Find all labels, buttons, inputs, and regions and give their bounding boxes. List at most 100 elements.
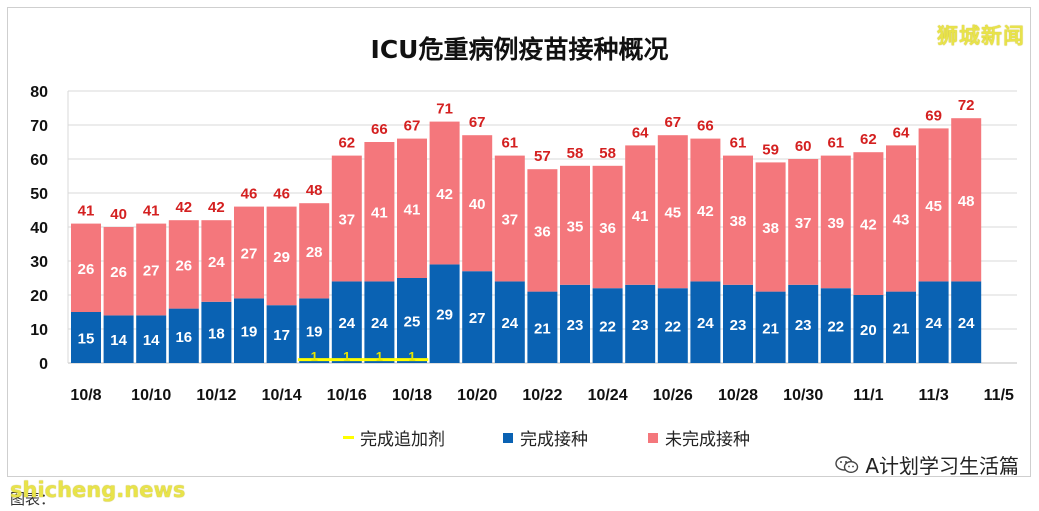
bar-unvaccinated (951, 118, 982, 282)
data-label-unvaccinated: 36 (534, 223, 551, 240)
data-label-vaccinated: 24 (371, 315, 388, 332)
bar-unvaccinated (397, 138, 427, 278)
bar-unvaccinated (592, 165, 623, 289)
bar-unvaccinated (625, 145, 656, 285)
data-label-vaccinated: 29 (436, 307, 453, 324)
x-tick-label: 10/8 (70, 387, 101, 404)
data-label-total: 48 (306, 182, 323, 199)
bar-vaccinated (71, 312, 101, 363)
data-label-unvaccinated: 28 (306, 244, 323, 261)
data-label-vaccinated: 21 (762, 320, 779, 337)
data-label-vaccinated: 27 (469, 310, 486, 327)
bar-unvaccinated (918, 128, 949, 282)
bar-vaccinated (886, 291, 916, 363)
x-tick-label: 10/22 (522, 387, 562, 404)
data-label-vaccinated: 21 (893, 320, 910, 337)
data-label-unvaccinated: 37 (795, 215, 812, 232)
bar-vaccinated (951, 281, 982, 363)
bar-vaccinated (657, 288, 688, 363)
data-label-unvaccinated: 29 (273, 249, 290, 266)
bar-unvaccinated (657, 135, 688, 289)
bar-unvaccinated (853, 152, 884, 295)
data-label-vaccinated: 14 (143, 332, 160, 349)
x-tick-label: 10/14 (262, 387, 302, 404)
x-tick-label: 10/18 (392, 387, 432, 404)
data-label-total: 46 (241, 186, 258, 203)
x-tick-label: 10/12 (196, 387, 236, 404)
data-label-unvaccinated: 45 (925, 198, 942, 215)
data-label-unvaccinated: 37 (501, 212, 518, 229)
x-tick-label: 10/16 (327, 387, 367, 404)
data-label-unvaccinated: 36 (599, 220, 616, 237)
data-label-vaccinated: 23 (567, 317, 584, 334)
legend-swatch-unvaccinated (648, 432, 658, 443)
legend-item-unvaccinated: 未完成接种 (648, 425, 750, 450)
data-label-unvaccinated: 38 (730, 213, 747, 230)
site-watermark: shicheng.news (10, 478, 186, 502)
legend-label-vaccinated: 完成接种 (520, 430, 588, 450)
bar-unvaccinated (299, 203, 330, 299)
bar-vaccinated (625, 284, 656, 363)
x-tick-label: 10/10 (131, 387, 171, 404)
bar-vaccinated (234, 298, 264, 363)
bar-vaccinated (201, 301, 232, 363)
bar-unvaccinated (462, 135, 493, 272)
bar-vaccinated (592, 288, 623, 363)
x-tick-label: 11/1 (853, 387, 883, 404)
data-label-unvaccinated: 27 (241, 246, 258, 263)
y-tick-label: 40 (30, 220, 48, 237)
data-label-vaccinated: 23 (795, 317, 812, 334)
data-label-booster: 1 (408, 349, 415, 364)
bar-unvaccinated (136, 223, 167, 316)
data-label-total: 64 (632, 124, 649, 141)
data-label-total: 41 (78, 203, 95, 220)
y-tick-label: 50 (30, 186, 48, 203)
data-label-vaccinated: 16 (175, 329, 192, 346)
y-tick-label: 60 (30, 152, 48, 169)
bar-unvaccinated (820, 155, 851, 289)
bar-vaccinated (168, 308, 199, 363)
bar-vaccinated (266, 305, 297, 363)
data-label-unvaccinated: 43 (893, 212, 910, 229)
data-label-total: 72 (958, 97, 975, 114)
data-label-total: 66 (371, 121, 388, 138)
legend-label-booster: 完成追加剂 (360, 430, 445, 450)
data-label-vaccinated: 25 (404, 314, 421, 331)
data-label-total: 66 (697, 118, 714, 135)
bar-vaccinated (788, 284, 819, 363)
x-tick-label: 10/28 (718, 387, 758, 404)
data-label-vaccinated: 22 (664, 319, 681, 336)
y-tick-label: 10 (30, 322, 48, 339)
x-tick-label: 10/20 (457, 387, 497, 404)
bar-unvaccinated (690, 138, 721, 282)
data-label-total: 41 (143, 203, 160, 220)
x-tick-label: 10/30 (783, 387, 823, 404)
y-tick-label: 0 (39, 356, 48, 373)
data-label-unvaccinated: 48 (958, 193, 975, 210)
data-label-vaccinated: 22 (827, 319, 844, 336)
data-label-vaccinated: 24 (958, 315, 975, 332)
data-label-vaccinated: 24 (338, 315, 355, 332)
legend-label-unvaccinated: 未完成接种 (665, 430, 750, 450)
bar-vaccinated (494, 281, 525, 363)
data-label-total: 61 (501, 135, 518, 152)
bar-vaccinated (723, 284, 753, 363)
wechat-icon (835, 455, 859, 473)
bar-unvaccinated (494, 155, 525, 282)
data-label-total: 61 (730, 135, 747, 152)
data-label-vaccinated: 18 (208, 325, 225, 342)
data-label-vaccinated: 22 (599, 319, 616, 336)
x-tick-label: 11/3 (918, 387, 948, 404)
bar-vaccinated (103, 315, 134, 363)
bar-vaccinated (560, 284, 590, 363)
data-label-unvaccinated: 41 (404, 201, 421, 218)
data-label-vaccinated: 23 (632, 317, 649, 334)
data-label-total: 62 (338, 135, 355, 152)
bar-vaccinated (299, 298, 330, 363)
legend-item-vaccinated: 完成接种 (503, 425, 588, 450)
data-label-vaccinated: 19 (241, 324, 258, 341)
y-tick-label: 30 (30, 254, 48, 271)
bar-unvaccinated (103, 227, 134, 316)
bar-vaccinated (820, 288, 851, 363)
data-label-booster: 1 (311, 349, 318, 364)
